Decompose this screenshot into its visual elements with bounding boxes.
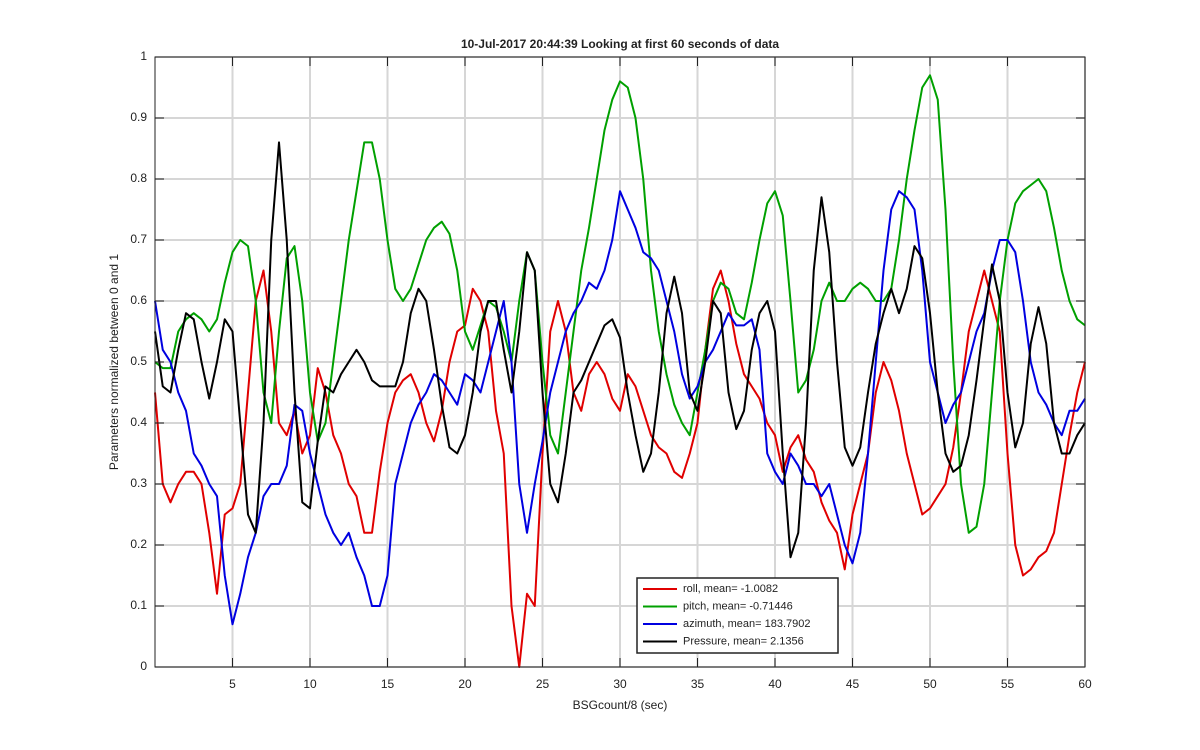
x-tick-label: 45 <box>846 677 860 691</box>
x-tick-label: 55 <box>1001 677 1015 691</box>
series-line <box>154 190 1086 626</box>
series-line <box>154 141 1086 559</box>
lines <box>154 74 1086 668</box>
series-line <box>154 269 1086 668</box>
y-axis-label: Parameters normalized between 0 and 1 <box>107 254 121 470</box>
legend-label: azimuth, mean= 183.7902 <box>683 618 811 630</box>
x-tick-label: 25 <box>536 677 550 691</box>
x-tick-label: 60 <box>1078 677 1092 691</box>
y-tick-label: 0.9 <box>130 110 147 124</box>
x-tick-label: 40 <box>768 677 782 691</box>
ticks: 00.10.20.30.40.50.60.70.80.915 10 15 20 25 30… <box>130 49 1092 691</box>
x-tick-label: 10 <box>303 677 317 691</box>
x-tick-label: 35 <box>691 677 705 691</box>
x-tick-label: 20 <box>458 677 472 691</box>
x-axis-label: BSGcount/8 (sec) <box>573 698 668 712</box>
y-tick-label: 0.3 <box>130 476 147 490</box>
x-tick-label: 5 <box>229 677 236 691</box>
legend-label: Pressure, mean= 2.1356 <box>683 635 804 647</box>
y-tick-label: 1 <box>140 49 147 63</box>
y-tick-label: 0.2 <box>130 537 147 551</box>
x-tick-label: 15 <box>381 677 395 691</box>
y-tick-label: 0.6 <box>130 293 147 307</box>
y-tick-label: 0.1 <box>130 598 147 612</box>
y-tick-label: 0.4 <box>130 415 147 429</box>
x-tick-label: 30 <box>613 677 627 691</box>
legend-label: roll, mean= -1.0082 <box>683 583 778 595</box>
legend-label: pitch, mean= -0.71446 <box>683 600 793 612</box>
chart-title: 10-Jul-2017 20:44:39 Looking at first 60… <box>461 37 779 51</box>
legend: roll, mean= -1.0082 pitch, mean= -0.71446… <box>636 577 839 654</box>
series-line <box>154 74 1086 534</box>
x-tick-label: 50 <box>923 677 937 691</box>
y-tick-label: 0.5 <box>130 354 147 368</box>
y-tick-label: 0.8 <box>130 171 147 185</box>
y-tick-label: 0 <box>140 659 147 673</box>
y-tick-label: 0.7 <box>130 232 147 246</box>
